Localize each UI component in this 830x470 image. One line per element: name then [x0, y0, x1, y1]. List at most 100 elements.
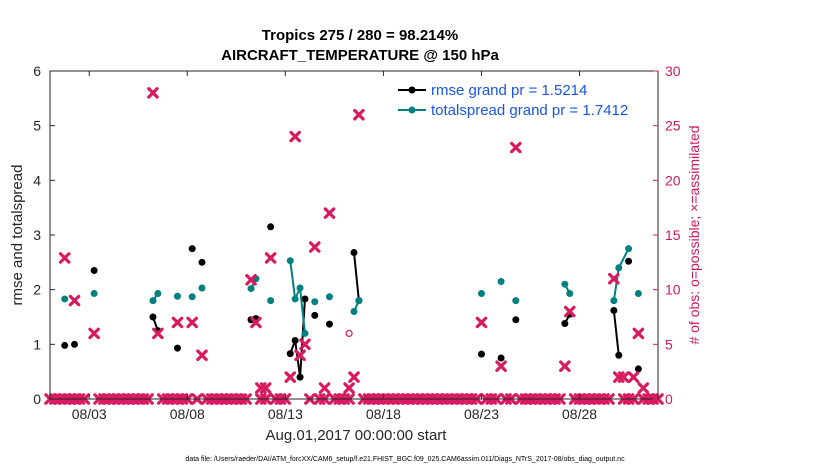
x-axis-label: Aug.01,2017 00:00:00 start: [266, 427, 448, 444]
rmse-line-segment: [353, 252, 360, 301]
totalspread-point: [61, 295, 69, 303]
rmse-point: [512, 316, 520, 324]
obs-assimilated-marker: [58, 252, 71, 264]
totalspread-point: [350, 308, 358, 316]
y-tick-label: 0: [33, 391, 41, 407]
obs-assimilated-marker: [343, 382, 355, 394]
footer-data-file: data file: /Users/raeder/DAI/ATM_forcXX/…: [185, 456, 625, 463]
obs-assimilated-marker: [348, 371, 360, 383]
y-tick-label: 2: [33, 282, 41, 298]
y2-tick-label: 10: [665, 282, 681, 298]
totalspread-line-segment: [289, 260, 297, 300]
totalspread-point: [634, 289, 642, 297]
totalspread-point: [512, 297, 520, 305]
rmse-point: [610, 306, 618, 314]
y-tick-label: 5: [33, 118, 41, 134]
y2-tick-label: 0: [665, 391, 673, 407]
totalspread-point: [566, 289, 574, 297]
y2-tick-label: 20: [665, 172, 681, 188]
rmse-point: [477, 350, 485, 358]
obs-assimilated-marker: [284, 371, 297, 383]
rmse-point: [615, 351, 623, 359]
totalspread-point: [247, 285, 255, 293]
x-tick-label: 08/28: [562, 406, 597, 422]
totalspread-point: [497, 277, 505, 285]
totalspread-point: [610, 297, 618, 305]
y-axis-label: rmse and totalspread: [9, 165, 26, 306]
totalspread-point: [355, 297, 363, 305]
totalspread-point: [267, 297, 275, 305]
obs-assimilated-marker: [294, 349, 306, 362]
obs-assimilated-marker: [637, 382, 650, 394]
legend-box: [393, 76, 653, 122]
obs-assimilated-marker: [510, 141, 522, 154]
rmse-point: [350, 248, 358, 256]
chart-subtitle: AIRCRAFT_TEMPERATURE @ 150 hPa: [221, 47, 499, 64]
totalspread-point: [477, 289, 485, 297]
legend-rmse-marker: [408, 86, 416, 94]
totalspread-point: [286, 257, 294, 265]
rmse-point: [634, 365, 642, 373]
totalspread-point: [301, 329, 309, 337]
left-axis: 0 1 2 3 4 5 6: [33, 63, 55, 407]
rmse-point: [61, 341, 69, 349]
totalspread-point: [561, 280, 569, 288]
obs-possible-marker: [345, 329, 353, 337]
x-tick-label: 08/18: [366, 406, 401, 422]
obs-assimilated-marker: [323, 207, 336, 219]
x-tick-label: 08/08: [170, 406, 205, 422]
obs-assimilated-marker: [196, 349, 208, 362]
obs-assimilated-marker: [171, 316, 184, 329]
y2-tick-label: 15: [665, 227, 681, 243]
obs-assimilated-marker: [563, 305, 576, 318]
rmse-point: [561, 320, 569, 328]
rmse-point: [311, 311, 319, 319]
y-tick-label: 3: [33, 227, 41, 243]
obs-assimilated-marker: [264, 252, 277, 264]
y2-tick-label: 25: [665, 118, 681, 134]
y2-axis-label: # of obs: o=possible; ×=assimilated: [686, 125, 702, 344]
totalspread-point: [311, 298, 319, 306]
obs-assimilated-marker: [632, 327, 645, 340]
right-axis: 0 5 10 15 20 25 30: [653, 63, 681, 407]
rmse-point: [291, 337, 299, 345]
obs-assimilated-marker: [318, 382, 331, 394]
rmse-point: [267, 223, 275, 231]
rmse-point: [149, 313, 157, 321]
obs-assimilated-marker: [186, 316, 198, 329]
x-tick-label: 08/23: [464, 406, 499, 422]
obs-assimilated-marker: [259, 382, 272, 394]
obs-assimilated-marker: [308, 241, 321, 253]
rmse-point: [90, 267, 98, 275]
obs-assimilated-marker: [289, 130, 301, 143]
y2-tick-label: 30: [665, 63, 681, 79]
obs-assimilated-marker: [559, 360, 571, 372]
x-tick-label: 08/03: [72, 406, 107, 422]
obs-assimilated-marker: [250, 316, 262, 329]
obs-assimilated-marker: [299, 338, 311, 351]
rmse-point: [301, 295, 309, 303]
rmse-point: [188, 245, 196, 253]
rmse-line-segment: [612, 310, 620, 356]
obs-assimilated-marker: [617, 371, 630, 383]
totalspread-point: [188, 293, 196, 301]
rmse-point: [286, 350, 294, 358]
obs-assimilated-marker: [627, 371, 640, 383]
obs-assimilated-marker: [608, 272, 620, 285]
totalspread-point: [90, 289, 98, 297]
obs-assimilated-marker: [147, 87, 159, 99]
obs-assimilated-marker: [495, 360, 507, 372]
y2-tick-label: 5: [665, 336, 673, 352]
rmse-point: [296, 373, 304, 381]
totalspread-point: [154, 289, 162, 297]
x-axis: 08/03 08/08 08/13 08/18 08/23 08/28: [72, 71, 597, 422]
obs-assimilated-marker: [475, 316, 488, 329]
totalspread-point: [615, 264, 623, 272]
totalspread-point: [173, 292, 181, 300]
obs-assimilated-marker: [353, 108, 365, 121]
obs-assimilated-marker: [152, 327, 164, 340]
obs-assimilated-marker: [68, 294, 81, 307]
rmse-point: [198, 258, 206, 266]
totalspread-point: [625, 245, 633, 253]
legend-spread-marker: [408, 106, 416, 114]
